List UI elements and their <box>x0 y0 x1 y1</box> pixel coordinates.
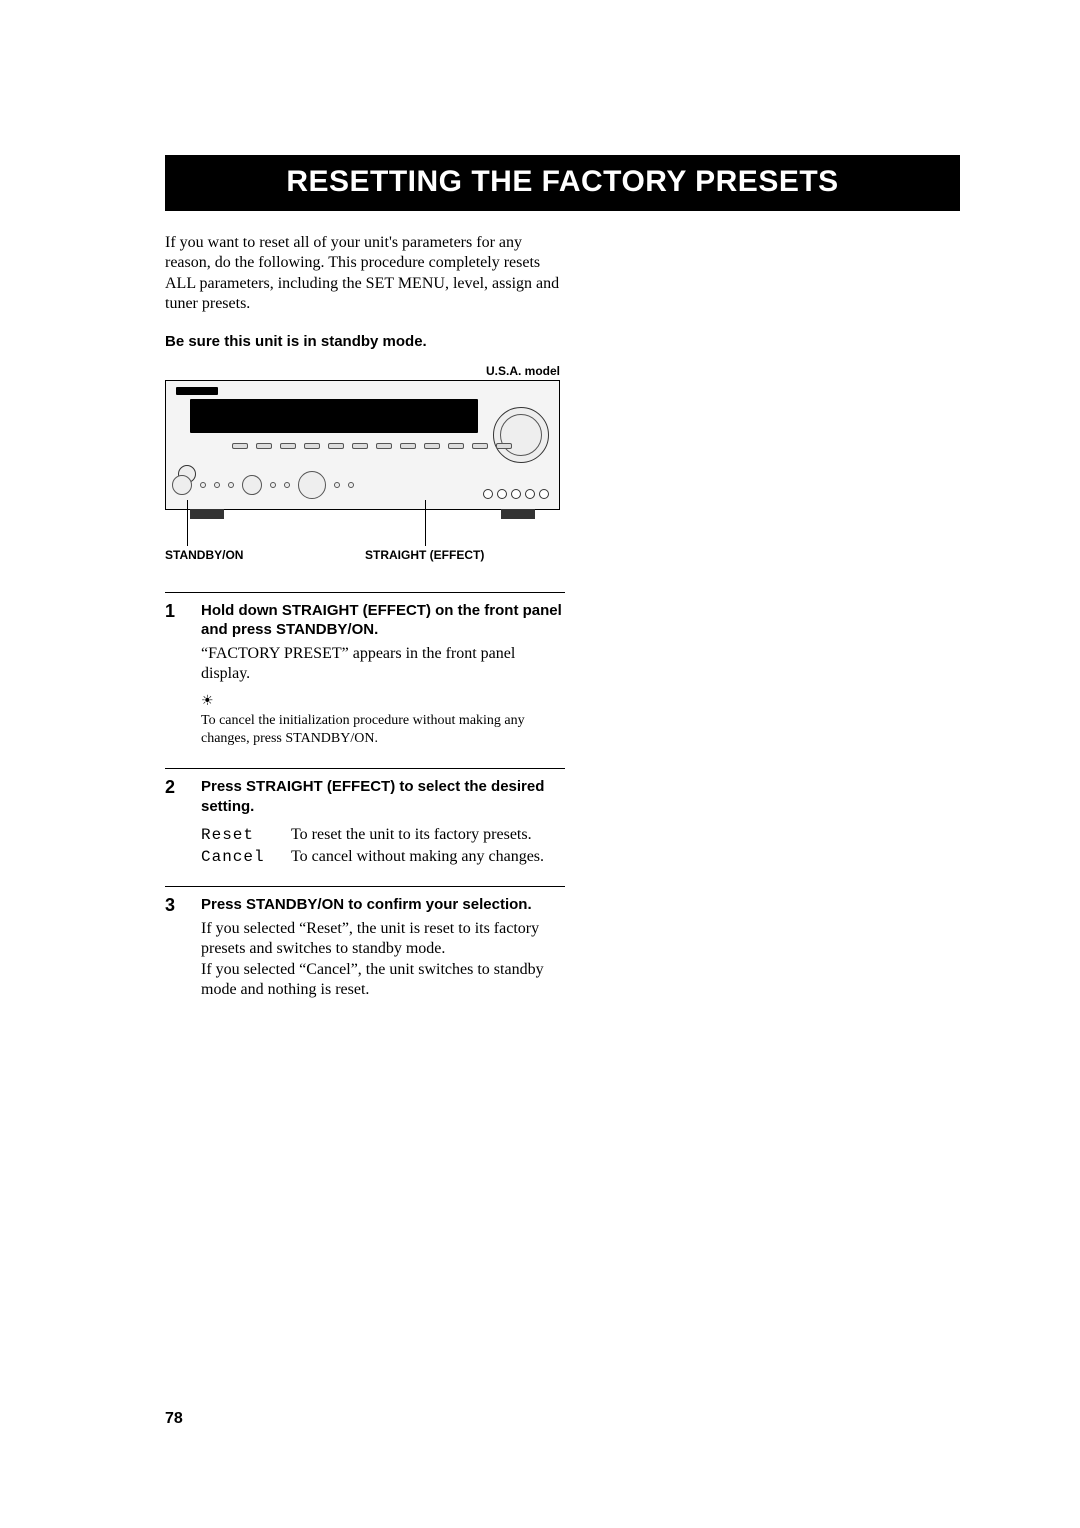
page-title: RESETTING THE FACTORY PRESETS <box>165 165 960 199</box>
front-display <box>190 399 478 433</box>
step-number: 3 <box>165 895 183 1000</box>
intro-paragraph: If you want to reset all of your unit's … <box>165 233 565 315</box>
options-table: Reset To reset the unit to its factory p… <box>201 826 565 866</box>
callout-standby: STANDBY/ON <box>165 548 243 562</box>
step-2: 2 Press STRAIGHT (EFFECT) to select the … <box>165 768 565 886</box>
title-bar: RESETTING THE FACTORY PRESETS <box>165 155 960 211</box>
page-number: 78 <box>165 1410 183 1428</box>
figure-wrap: U.S.A. model <box>165 364 560 566</box>
option-desc: To reset the unit to its factory presets… <box>291 826 565 844</box>
volume-knob-icon <box>493 407 549 463</box>
step-tip: To cancel the initialization procedure w… <box>201 712 565 748</box>
receiver-diagram <box>165 380 560 510</box>
callout-straight: STRAIGHT (EFFECT) <box>365 548 484 562</box>
tip-icon: ☀︎ <box>201 693 565 710</box>
step-head: Press STANDBY/ON to confirm your selecti… <box>201 895 565 915</box>
option-name: Reset <box>201 826 291 844</box>
step-head: Hold down STRAIGHT (EFFECT) on the front… <box>201 601 565 640</box>
manual-page: RESETTING THE FACTORY PRESETS If you wan… <box>0 0 1080 1528</box>
step-head: Press STRAIGHT (EFFECT) to select the de… <box>201 777 565 816</box>
content-column: If you want to reset all of your unit's … <box>165 233 565 1009</box>
model-label: U.S.A. model <box>165 364 560 378</box>
callout-line-icon <box>187 500 188 546</box>
option-name: Cancel <box>201 848 291 866</box>
jacks-icon <box>483 489 549 499</box>
step-1: 1 Hold down STRAIGHT (EFFECT) on the fro… <box>165 592 565 768</box>
step-paragraph: If you selected “Reset”, the unit is res… <box>201 919 565 1001</box>
standby-note: Be sure this unit is in standby mode. <box>165 333 565 350</box>
step-number: 1 <box>165 601 183 748</box>
button-row-icon <box>232 443 512 449</box>
step-paragraph: “FACTORY PRESET” appears in the front pa… <box>201 644 565 685</box>
logo-icon <box>176 387 218 395</box>
knob-row-icon <box>172 471 481 499</box>
step-number: 2 <box>165 777 183 866</box>
callout-line-icon <box>425 500 426 546</box>
step-3: 3 Press STANDBY/ON to confirm your selec… <box>165 886 565 1008</box>
callouts: STANDBY/ON STRAIGHT (EFFECT) <box>165 510 560 566</box>
steps-list: 1 Hold down STRAIGHT (EFFECT) on the fro… <box>165 592 565 1009</box>
option-desc: To cancel without making any changes. <box>291 848 565 866</box>
